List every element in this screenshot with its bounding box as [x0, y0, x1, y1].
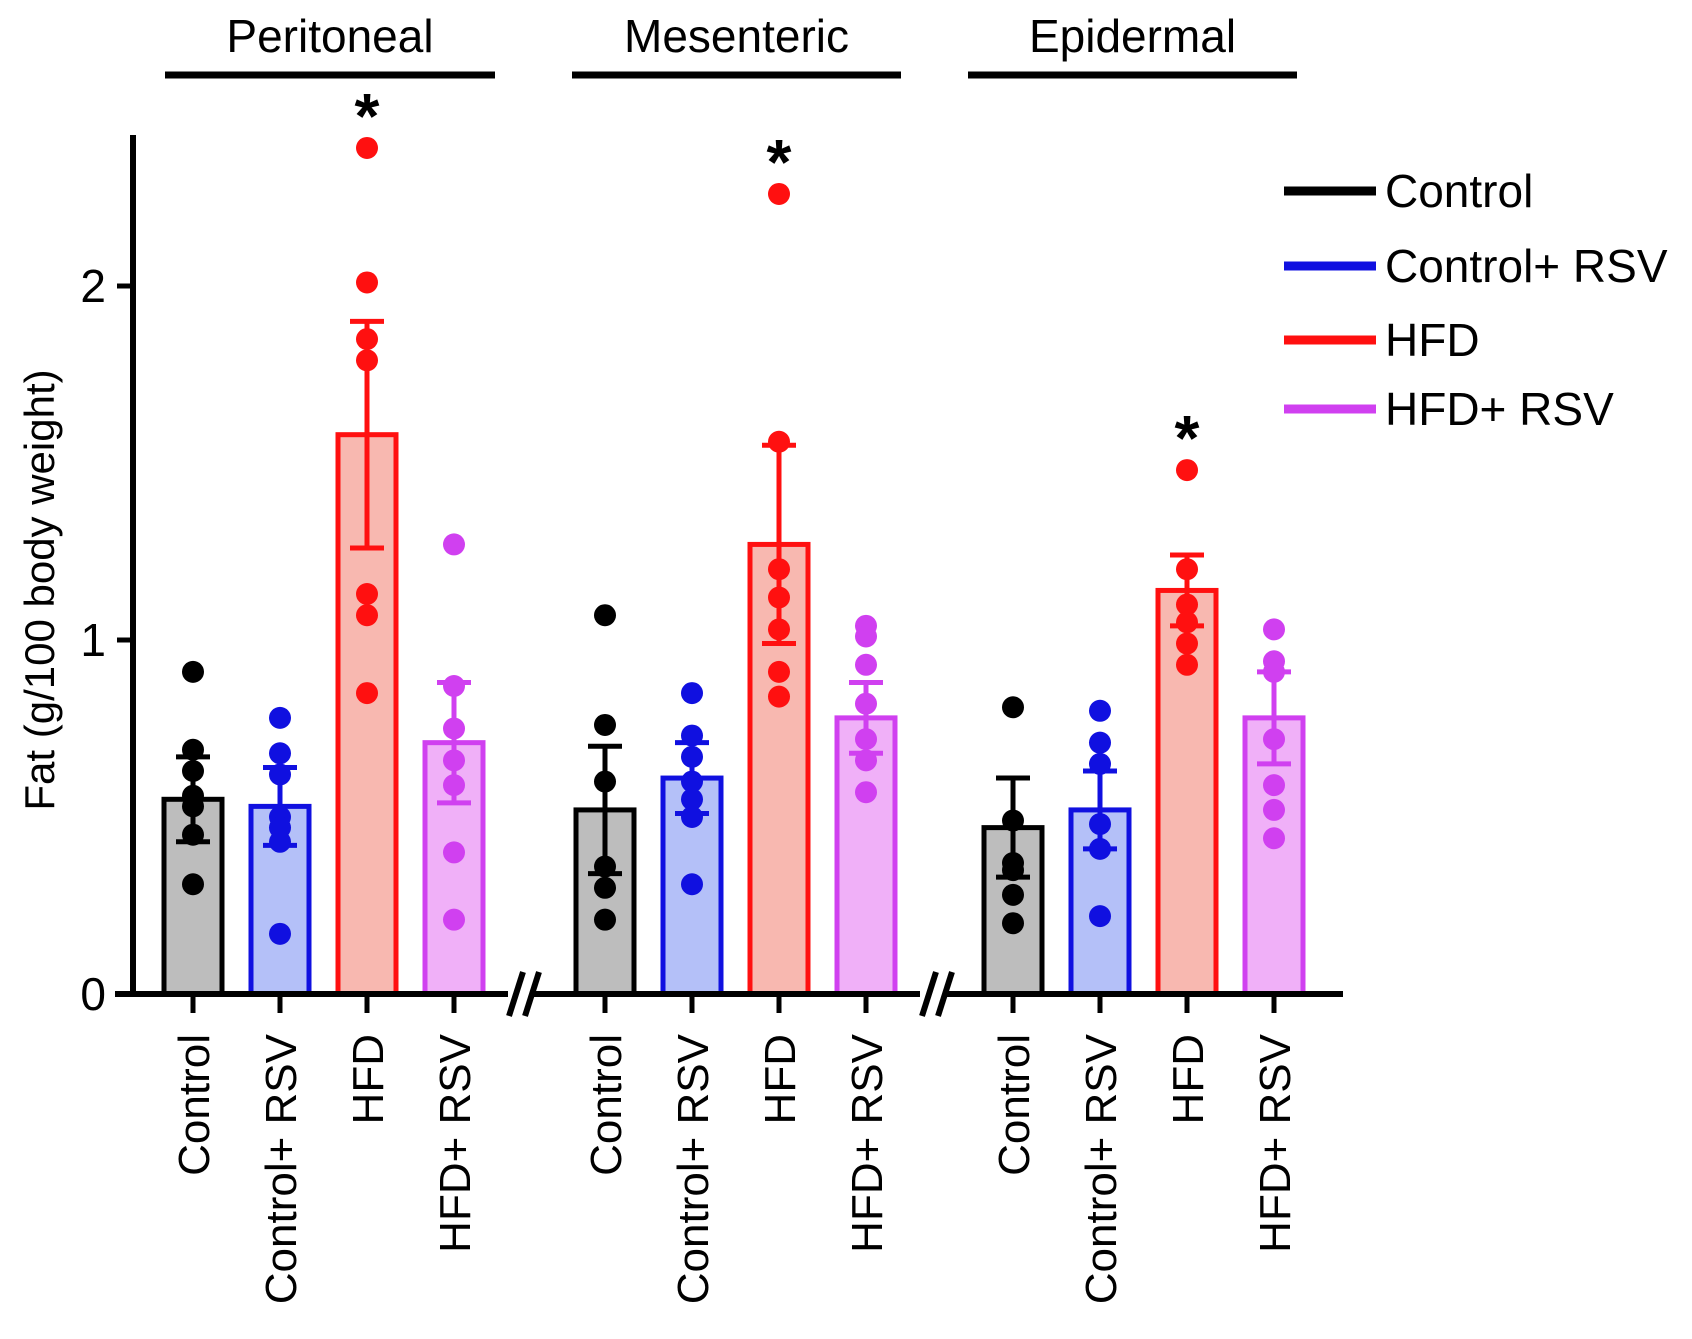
x-tick-label: HFD: [756, 1034, 805, 1124]
data-point: [356, 604, 378, 627]
error-bar: [762, 442, 796, 647]
x-axis: Control Control+ RSV HFD HFD+ RSV Control Con…: [115, 971, 1343, 1304]
error-bar: [1170, 552, 1204, 629]
significance-star: *: [355, 80, 380, 152]
error-bar: [350, 318, 384, 551]
x-tick-label: Control: [582, 1034, 631, 1176]
error-bar: [588, 743, 622, 877]
data-point: [356, 271, 378, 294]
data-point: [768, 660, 790, 683]
data-point: [1176, 653, 1198, 676]
data-point: [1263, 798, 1285, 821]
axis-break-mark: [919, 971, 955, 1017]
x-tick-label: Control+ RSV: [1077, 1033, 1126, 1304]
y-axis-title: Fat (g/100 body weight): [16, 369, 63, 810]
data-point: [269, 742, 291, 765]
data-point: [443, 908, 465, 931]
y-tick-label: 0: [80, 968, 106, 1020]
x-tick-label: Control: [170, 1034, 219, 1176]
data-point: [1089, 905, 1111, 928]
data-point: [443, 533, 465, 556]
legend: Control Control+ RSV HFD HFD+ RSV: [1284, 165, 1668, 435]
axis-break-slash: [522, 971, 542, 1017]
y-axis: 0 1 2: [80, 260, 133, 1020]
data-point: [1089, 731, 1111, 754]
data-point: [681, 682, 703, 705]
data-point: [1002, 883, 1024, 906]
error-bar: [176, 754, 210, 845]
legend-item: Control+ RSV: [1284, 240, 1668, 292]
legend-item: Control: [1284, 165, 1533, 217]
x-tick-label: Control+ RSV: [669, 1033, 718, 1304]
error-bar: [437, 679, 471, 806]
y-tick-label: 1: [80, 614, 106, 666]
data-point: [1002, 912, 1024, 935]
data-point: [269, 922, 291, 945]
x-tick-label: HFD: [1164, 1034, 1213, 1124]
group-headers: Peritoneal Mesenteric Epidermal: [165, 10, 1297, 79]
data-point: [1263, 618, 1285, 641]
data-point: [594, 876, 616, 899]
x-tick-label: Control: [990, 1034, 1039, 1176]
error-bar: [996, 775, 1030, 880]
data-point: [855, 625, 877, 648]
data-point: [681, 873, 703, 896]
error-bar: [1257, 669, 1291, 767]
significance-markers: * * *: [355, 80, 1200, 474]
data-point: [1263, 774, 1285, 797]
significance-star: *: [767, 126, 792, 198]
data-point: [768, 685, 790, 708]
legend-label: Control: [1385, 165, 1533, 217]
data-point: [443, 841, 465, 864]
legend-item: HFD+ RSV: [1284, 383, 1614, 435]
group-header-label: Peritoneal: [226, 10, 433, 62]
bars-layer: [161, 432, 1306, 997]
error-bars-layer: [176, 318, 1291, 880]
group-header-label: Epidermal: [1029, 10, 1236, 62]
data-point: [356, 682, 378, 705]
x-tick-label: Control+ RSV: [257, 1033, 306, 1304]
x-tick-label: HFD+ RSV: [843, 1033, 892, 1252]
axis-break-mark: [506, 971, 542, 1017]
data-point: [356, 136, 378, 159]
data-point: [1176, 459, 1198, 482]
legend-item: HFD: [1284, 314, 1480, 366]
data-point: [594, 908, 616, 931]
y-tick-label: 2: [80, 260, 106, 312]
error-bar: [675, 740, 709, 816]
group-header-label: Mesenteric: [624, 10, 849, 62]
error-bar: [849, 679, 883, 756]
legend-label: HFD+ RSV: [1385, 383, 1614, 435]
significance-star: *: [1175, 402, 1200, 474]
legend-label: Control+ RSV: [1385, 240, 1668, 292]
axis-break-slash: [935, 971, 955, 1017]
data-point: [182, 873, 204, 896]
error-bar: [263, 764, 297, 848]
data-point: [1176, 632, 1198, 655]
data-point: [1089, 699, 1111, 722]
axis-break-slash: [919, 971, 939, 1017]
data-point: [269, 706, 291, 729]
x-tick-label: HFD: [344, 1034, 393, 1124]
x-tick-label: HFD+ RSV: [1251, 1033, 1300, 1252]
axis-break-slash: [506, 971, 526, 1017]
data-point: [182, 660, 204, 683]
data-point: [1263, 827, 1285, 850]
data-point: [768, 182, 790, 205]
x-tick-label: HFD+ RSV: [431, 1033, 480, 1252]
error-bar: [1083, 768, 1117, 852]
data-point: [855, 781, 877, 804]
data-point: [1002, 696, 1024, 719]
data-point: [594, 604, 616, 627]
legend-label: HFD: [1385, 314, 1480, 366]
data-point: [356, 582, 378, 605]
data-point: [594, 713, 616, 736]
data-point: [855, 653, 877, 676]
